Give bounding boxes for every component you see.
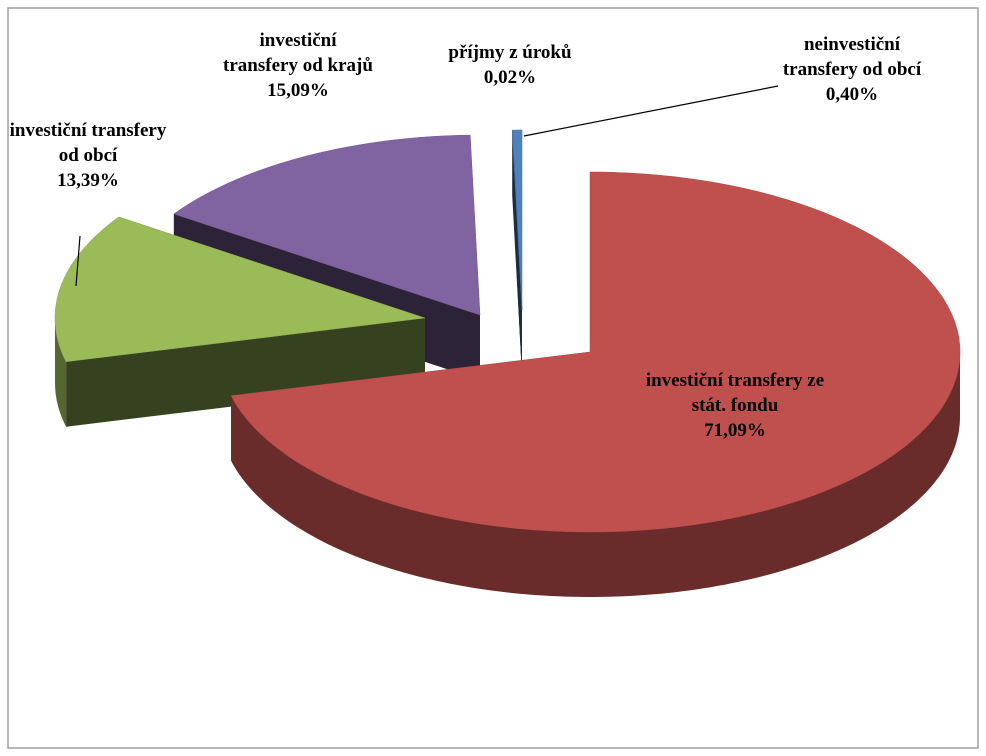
slice-label: investiční transfery od obcí 13,39% [8, 118, 168, 193]
slice-wall [55, 318, 67, 427]
slice-label: neinvestiční transfery od obcí 0,40% [772, 32, 932, 107]
slice [511, 129, 523, 311]
value-label: 15,09% [267, 80, 329, 101]
category-label: investiční transfery od obcí [9, 120, 167, 166]
leader-line [523, 85, 779, 137]
slice [173, 134, 481, 316]
slice-side [512, 130, 522, 375]
value-label: 0,02% [483, 67, 537, 88]
leader-line [75, 235, 81, 287]
slice-wall [231, 352, 961, 597]
category-label: investiční transfery od krajů [223, 30, 373, 76]
pie [54, 129, 961, 597]
category-label: příjmy z úroků [448, 42, 572, 63]
slice [230, 171, 961, 533]
value-label: 0,40% [825, 84, 879, 105]
category-label: investiční transfery ze stát. fondu [645, 370, 825, 416]
slice-label: příjmy z úroků 0,02% [410, 40, 610, 90]
slice-label: investiční transfery od krajů 15,09% [223, 28, 373, 103]
category-label: neinvestiční transfery od obcí [782, 34, 922, 80]
slice [54, 216, 426, 362]
value-label: 71,09% [704, 420, 766, 441]
value-label: 13,39% [57, 170, 119, 191]
slice-label: investiční transfery ze stát. fondu 71,0… [630, 368, 840, 443]
